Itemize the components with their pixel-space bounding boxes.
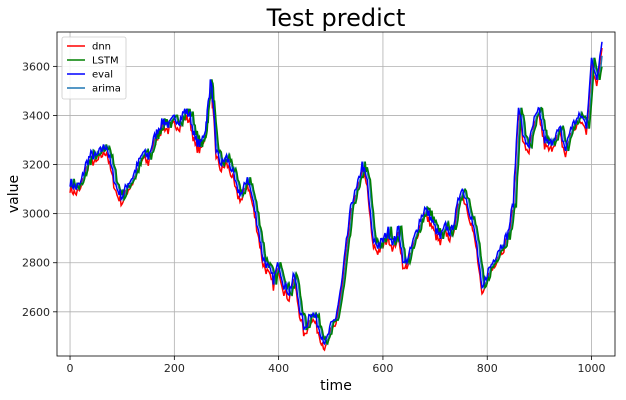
chart-title: Test predict (266, 4, 406, 32)
legend-label: LSTM (92, 56, 119, 67)
tick-labels: 0 200 400 600 800 1000 2600 2800 3000 3200 3400 360… (22, 60, 606, 375)
x-tick-label: 400 (268, 362, 289, 375)
y-tick-label: 2600 (22, 306, 50, 319)
x-tick-label: 800 (477, 362, 498, 375)
legend-label: eval (92, 70, 113, 81)
x-tick-label: 200 (164, 362, 185, 375)
x-tick-label: 1000 (578, 362, 606, 375)
y-tick-label: 2800 (22, 257, 50, 270)
legend-label: arima (92, 84, 121, 95)
x-tick-label: 600 (372, 362, 393, 375)
legend-label: dnn (92, 42, 111, 53)
y-axis-label: value (6, 175, 22, 213)
series-lines (69, 41, 603, 352)
series-line-dnn (69, 47, 603, 352)
series-line-lstm (70, 57, 603, 346)
plot-frame (56, 31, 616, 357)
legend: dnn LSTM eval arima (61, 36, 127, 100)
y-tick-label: 3200 (22, 159, 50, 172)
series-line-eval (69, 41, 603, 346)
legend-box (61, 36, 127, 100)
y-tick-label: 3000 (22, 208, 50, 221)
y-tick-label: 3600 (22, 60, 50, 73)
y-tick-label: 3400 (22, 109, 50, 122)
x-axis-label: time (320, 378, 352, 394)
x-tick-label: 0 (67, 362, 74, 375)
